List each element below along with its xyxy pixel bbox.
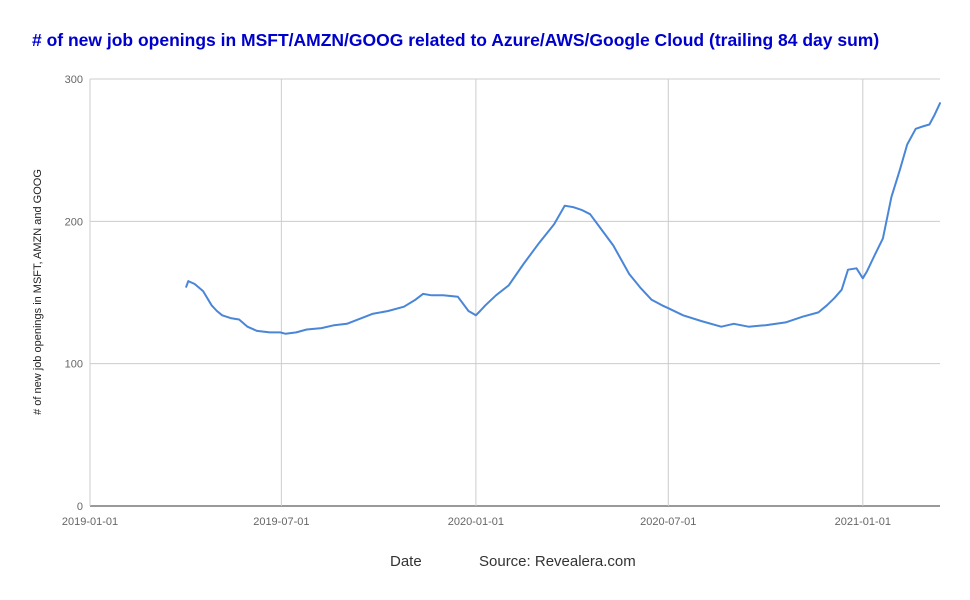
x-axis-title: Date — [390, 553, 422, 570]
x-tick-label-2021-01-01: 2021-01-01 — [835, 516, 891, 528]
y-axis-title: # of new job openings in MSFT, AMZN and … — [32, 169, 44, 415]
x-tick-label-2019-07-01: 2019-07-01 — [253, 516, 309, 528]
y-tick-label-300: 300 — [65, 74, 83, 86]
x-tick-label-2019-01-01: 2019-01-01 — [62, 516, 118, 528]
source-note: Source: Revealera.com — [479, 553, 636, 570]
series-line-0 — [185, 102, 941, 335]
x-tick-label-2020-07-01: 2020-07-01 — [640, 516, 696, 528]
x-tick-label-2020-01-01: 2020-01-01 — [448, 516, 504, 528]
series-layer — [185, 102, 941, 335]
y-tick-label-200: 200 — [65, 216, 83, 228]
tick-labels: 0 100 200 300 2019-01-01 2019-07-01 2020-01-01… — [62, 74, 891, 528]
grid-lines — [89, 78, 940, 507]
y-tick-label-0: 0 — [77, 501, 83, 513]
y-tick-label-100: 100 — [65, 359, 83, 371]
chart-title: # of new job openings in MSFT/AMZN/GOOG … — [32, 30, 880, 50]
